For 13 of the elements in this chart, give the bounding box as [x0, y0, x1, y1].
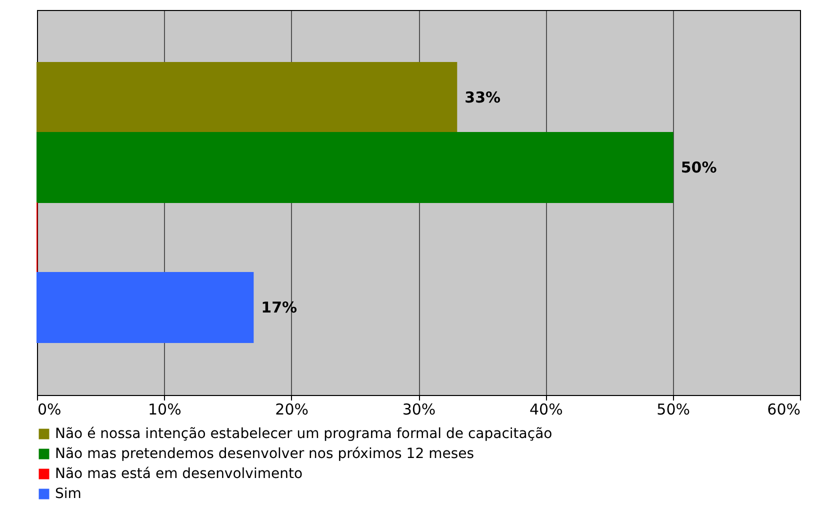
x-tick-label: 30%	[402, 400, 436, 418]
data-label: 50%	[680, 158, 717, 176]
x-tick-label: 50%	[656, 400, 690, 418]
x-tick-label: 60%	[767, 400, 800, 418]
legend-label: Sim	[55, 486, 82, 502]
legend-label: Não mas pretendemos desenvolver nos próximos 12 meses	[55, 446, 474, 462]
x-tick-label: 0%	[38, 400, 62, 418]
x-tick-label: 40%	[529, 400, 563, 418]
x-tick-label: 10%	[148, 400, 182, 418]
legend-label: Não mas está em desenvolvimento	[55, 466, 303, 482]
legend-label: Não é nossa intenção estabelecer um programa formal de capacitação	[55, 426, 552, 442]
data-label: 33%	[464, 88, 501, 106]
x-tick-label: 20%	[275, 400, 309, 418]
